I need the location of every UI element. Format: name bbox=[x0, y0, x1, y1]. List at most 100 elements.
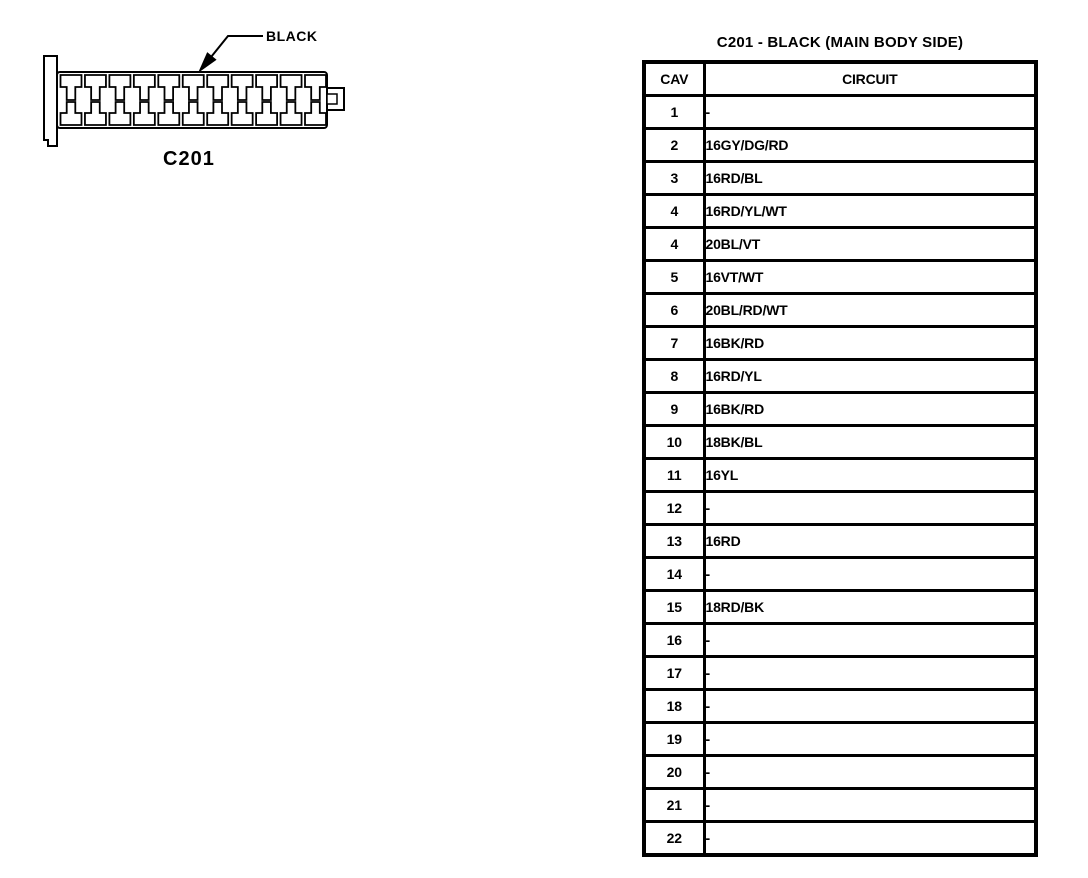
cav-cell: 12 bbox=[642, 490, 706, 526]
table-row: 17- bbox=[642, 655, 1038, 691]
terminal-cavity-bottom bbox=[157, 101, 181, 126]
terminal-cavity-bottom bbox=[279, 101, 303, 126]
table-row: 7 16BK/RD bbox=[642, 325, 1038, 361]
table-row: 9 16BK/RD bbox=[642, 391, 1038, 427]
terminal-cavity-bottom bbox=[206, 101, 230, 126]
terminal-cavity-top bbox=[157, 74, 181, 101]
cav-cell: 3 bbox=[642, 160, 706, 196]
table-row: 19- bbox=[642, 721, 1038, 757]
table-row: 20- bbox=[642, 754, 1038, 790]
terminal-cavity-bottom bbox=[181, 101, 205, 126]
cav-cell: 8 bbox=[642, 358, 706, 394]
circuit-cell: 16VT/WT bbox=[702, 259, 1038, 295]
cav-cell: 10 bbox=[642, 424, 706, 460]
pinout-table: CAV CIRCUIT 1-2 16GY/DG/RD 3 16RD/BL 4 16RD/Y… bbox=[642, 60, 1038, 857]
table-row: 1- bbox=[642, 94, 1038, 130]
table-row: 16- bbox=[642, 622, 1038, 658]
cav-cell: 13 bbox=[642, 523, 706, 559]
table-row: 6 20BL/RD/WT bbox=[642, 292, 1038, 328]
latch-notch bbox=[326, 93, 338, 105]
circuit-cell: 16YL bbox=[702, 457, 1038, 493]
circuit-cell: 16RD/YL/WT bbox=[702, 193, 1038, 229]
table-title: C201 - BLACK (MAIN BODY SIDE) bbox=[716, 34, 964, 51]
cav-cell: 19 bbox=[642, 721, 706, 757]
terminal-cavity-top bbox=[206, 74, 230, 101]
cav-cell: 1 bbox=[642, 94, 706, 130]
circuit-cell: 16BK/RD bbox=[702, 391, 1038, 427]
table-row: 5 16VT/WT bbox=[642, 259, 1038, 295]
circuit-cell: 16BK/RD bbox=[702, 325, 1038, 361]
circuit-cell: - bbox=[702, 820, 1038, 857]
terminal-cavity-bottom bbox=[230, 101, 254, 126]
circuit-cell: - bbox=[702, 787, 1038, 823]
table-row: 12- bbox=[642, 490, 1038, 526]
circuit-cell: 20BL/VT bbox=[702, 226, 1038, 262]
cav-cell: 2 bbox=[642, 127, 706, 163]
connector-color-label: BLACK bbox=[266, 28, 318, 44]
terminal-cavity-bottom bbox=[59, 101, 83, 126]
connector-id-label: C201 bbox=[163, 148, 215, 170]
circuit-cell: - bbox=[702, 754, 1038, 790]
terminal-cavity-top bbox=[230, 74, 254, 101]
cav-cell: 4 bbox=[642, 193, 706, 229]
circuit-cell: - bbox=[702, 556, 1038, 592]
cav-cell: 15 bbox=[642, 589, 706, 625]
terminal-cavity-top bbox=[255, 74, 278, 101]
header-row: CAV CIRCUIT bbox=[642, 60, 1038, 97]
circuit-cell: 18RD/BK bbox=[702, 589, 1038, 625]
connector-flange bbox=[43, 55, 58, 147]
cav-cell: 9 bbox=[642, 391, 706, 427]
cav-cell: 14 bbox=[642, 556, 706, 592]
terminal-cavity-bottom bbox=[84, 101, 107, 126]
table-row: 11 16YL bbox=[642, 457, 1038, 493]
circuit-cell: 16RD/YL bbox=[702, 358, 1038, 394]
terminal-cavity-top bbox=[181, 74, 205, 101]
table-row: 10 18BK/BL bbox=[642, 424, 1038, 460]
cav-cell: 5 bbox=[642, 259, 706, 295]
cav-cell: 21 bbox=[642, 787, 706, 823]
cav-cell: 7 bbox=[642, 325, 706, 361]
cav-cell: 18 bbox=[642, 688, 706, 724]
table-row: 21- bbox=[642, 787, 1038, 823]
cav-cell: 22 bbox=[642, 820, 706, 857]
terminal-cavity-bottom bbox=[132, 101, 156, 126]
circuit-cell: - bbox=[702, 688, 1038, 724]
black-callout-arrowhead bbox=[198, 52, 217, 73]
table-row: 18- bbox=[642, 688, 1038, 724]
col-header-cav: CAV bbox=[642, 60, 706, 97]
table-row: 4 16RD/YL/WT bbox=[642, 193, 1038, 229]
cav-cell: 6 bbox=[642, 292, 706, 328]
terminal-cavity-bottom bbox=[108, 101, 132, 126]
circuit-cell: - bbox=[702, 94, 1038, 130]
cav-cell: 4 bbox=[642, 226, 706, 262]
table-row: 3 16RD/BL bbox=[642, 160, 1038, 196]
circuit-cell: 20BL/RD/WT bbox=[702, 292, 1038, 328]
terminal-cavity-top bbox=[132, 74, 156, 101]
terminal-cavity-top bbox=[304, 74, 327, 101]
cav-cell: 17 bbox=[642, 655, 706, 691]
circuit-cell: 16RD/BL bbox=[702, 160, 1038, 196]
circuit-cell: 16RD bbox=[702, 523, 1038, 559]
col-header-circuit: CIRCUIT bbox=[702, 60, 1038, 97]
circuit-cell: - bbox=[702, 721, 1038, 757]
table-row: 13 16RD bbox=[642, 523, 1038, 559]
pinout-section: C201 - BLACK (MAIN BODY SIDE) CAV CIRCUI… bbox=[642, 34, 1038, 857]
circuit-cell: 16GY/DG/RD bbox=[702, 127, 1038, 163]
cav-cell: 11 bbox=[642, 457, 706, 493]
table-row: 14- bbox=[642, 556, 1038, 592]
terminal-cavity-bottom bbox=[255, 101, 278, 126]
terminal-cavity-top bbox=[108, 74, 132, 101]
table-row: 22- bbox=[642, 820, 1038, 857]
terminal-cavity-bottom bbox=[304, 101, 327, 126]
circuit-cell: - bbox=[702, 490, 1038, 526]
circuit-cell: 18BK/BL bbox=[702, 424, 1038, 460]
table-body: 1-2 16GY/DG/RD 3 16RD/BL 4 16RD/YL/WT 4 20BL/VT… bbox=[642, 94, 1038, 857]
table-row: 4 20BL/VT bbox=[642, 226, 1038, 262]
cav-cell: 16 bbox=[642, 622, 706, 658]
terminal-grid bbox=[59, 74, 327, 126]
circuit-cell: - bbox=[702, 622, 1038, 658]
terminal-cavity-top bbox=[84, 74, 107, 101]
circuit-cell: - bbox=[702, 655, 1038, 691]
table-row: 15 18RD/BK bbox=[642, 589, 1038, 625]
